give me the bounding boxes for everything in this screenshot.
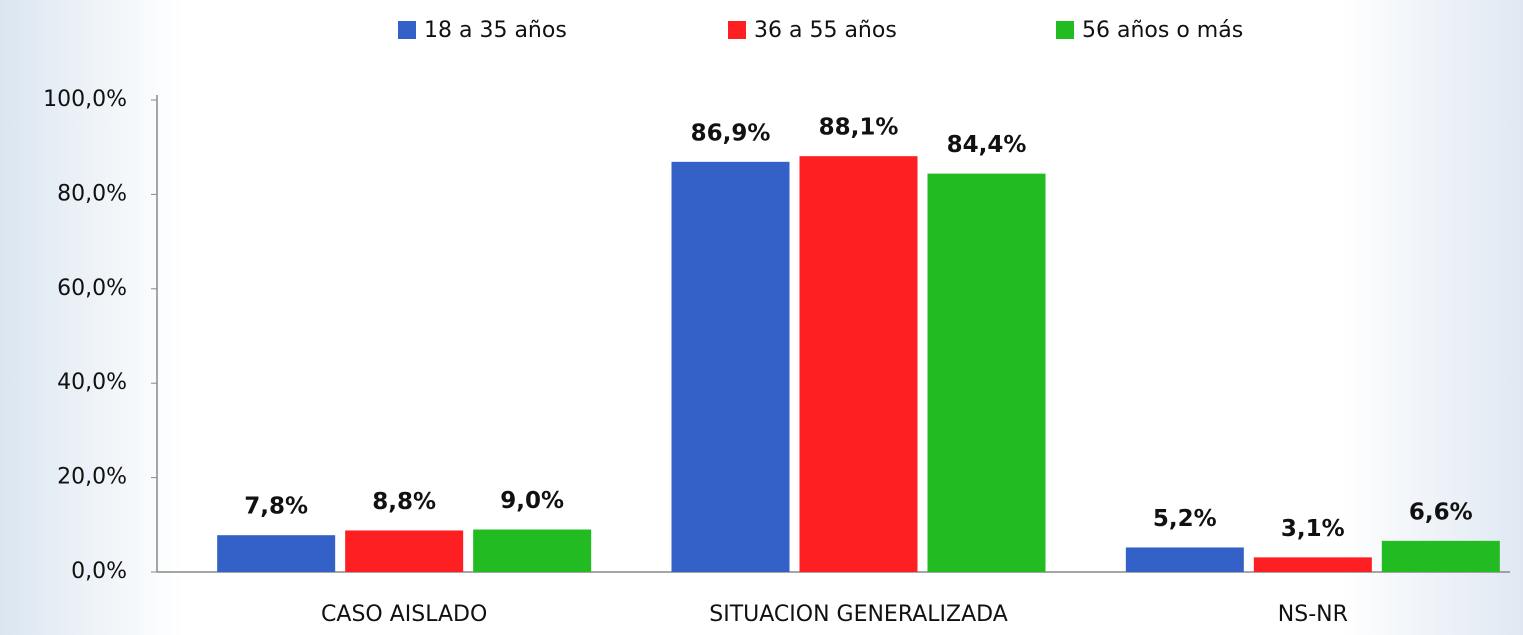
legend-swatch	[398, 21, 416, 39]
x-tick-label: NS-NR	[1278, 602, 1348, 627]
legend-label: 36 a 55 años	[754, 18, 897, 43]
bar	[927, 173, 1046, 572]
value-label: 5,2%	[1153, 506, 1217, 532]
value-label: 8,8%	[372, 489, 436, 515]
value-label: 6,6%	[1409, 499, 1473, 525]
x-tick-label: CASO AISLADO	[321, 602, 487, 627]
y-tick-label: 80,0%	[57, 181, 127, 206]
legend-swatch	[1056, 21, 1074, 39]
y-tick-label: 100,0%	[43, 87, 127, 112]
bar	[1125, 547, 1244, 572]
x-tick-label: SITUACION GENERALIZADA	[709, 602, 1008, 627]
y-tick-label: 60,0%	[57, 276, 127, 301]
bar	[345, 530, 464, 572]
y-tick-label: 20,0%	[57, 465, 127, 490]
y-tick-label: 0,0%	[71, 559, 127, 584]
bar	[1253, 557, 1372, 572]
legend-swatch	[728, 21, 746, 39]
value-label: 84,4%	[947, 132, 1027, 158]
legend-label: 56 años o más	[1082, 18, 1243, 43]
bar	[217, 535, 336, 572]
value-label: 88,1%	[819, 115, 899, 141]
value-label: 3,1%	[1281, 516, 1345, 542]
bar	[1381, 540, 1500, 572]
legend-label: 18 a 35 años	[424, 18, 567, 43]
value-label: 86,9%	[691, 120, 771, 146]
value-label: 7,8%	[244, 494, 308, 520]
bar	[473, 529, 592, 572]
bar	[799, 156, 918, 572]
value-label: 9,0%	[500, 488, 564, 514]
bar	[671, 161, 790, 572]
y-tick-label: 40,0%	[57, 370, 127, 395]
